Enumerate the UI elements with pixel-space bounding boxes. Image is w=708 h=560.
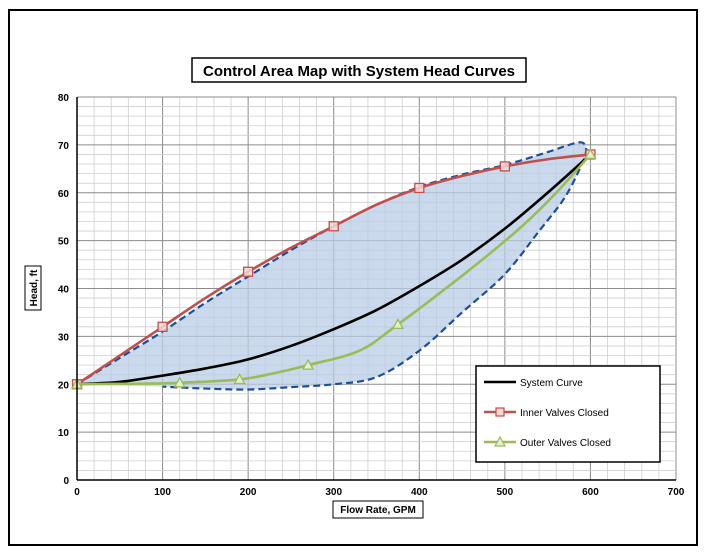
series-line-system-curve: [76, 153, 592, 386]
y-tick-label: 30: [58, 332, 70, 343]
title-box: [191, 57, 527, 83]
x-tick-label: 600: [582, 487, 599, 498]
marker-inner-valves-closed: [499, 161, 511, 172]
y-tick-label: 70: [58, 141, 70, 152]
x-tick-label: 0: [74, 487, 80, 498]
y-axis-label: Head, ft: [29, 269, 40, 306]
marker-outer-valves-closed: [233, 373, 246, 385]
marker-outer-valves-closed: [301, 358, 315, 370]
legend-marker-inner-valves: [495, 407, 505, 417]
x-tick-label: 300: [325, 487, 342, 498]
x-tick-label: 700: [668, 487, 685, 498]
x-tick-label: 200: [240, 487, 257, 498]
series-layer: [70, 148, 597, 390]
x-axis-label-box: [332, 500, 424, 519]
marker-outer-valves-closed: [584, 148, 597, 160]
marker-inner-valves-closed: [328, 221, 339, 232]
tick-labels-layer: 0 100 200 300 400 500 600 700 0 10 20 30 40 50 60 70 80: [58, 93, 685, 498]
y-tick-label: 20: [58, 380, 70, 391]
y-tick-label: 40: [58, 285, 70, 296]
legend-label-system-curve: System Curve: [520, 378, 583, 389]
x-tick-label: 100: [154, 487, 171, 498]
marker-outer-valves-closed: [173, 376, 186, 388]
axes-layer: [76, 97, 676, 481]
marker-inner-valves-closed: [414, 182, 425, 194]
chart-title: Control Area Map with System Head Curves: [203, 63, 515, 80]
legend-label-outer-valves: Outer Valves Closed: [520, 438, 611, 449]
y-tick-label: 0: [63, 476, 69, 487]
control-area-layer: [76, 141, 588, 391]
marker-outer-valves-closed: [391, 318, 404, 330]
y-tick-label: 10: [58, 428, 70, 439]
marker-inner-valves-closed: [242, 266, 254, 277]
y-axis-label-box: [24, 265, 42, 311]
x-tick-label: 500: [497, 487, 514, 498]
y-tick-label: 60: [58, 189, 70, 200]
legend-label-inner-valves: Inner Valves Closed: [520, 408, 609, 419]
x-tick-label: 400: [411, 487, 428, 498]
y-tick-label: 50: [58, 237, 70, 248]
y-tick-label: 80: [58, 93, 70, 104]
control-area-envelope: [76, 141, 588, 391]
x-axis-label: Flow Rate, GPM: [340, 505, 416, 516]
marker-inner-valves-closed: [157, 321, 168, 332]
legend: System Curve Inner Valves Closed Outer V…: [475, 365, 661, 463]
legend-marker-outer-valves: [493, 435, 507, 447]
y-axis-label-group: Head, ft: [24, 265, 42, 311]
